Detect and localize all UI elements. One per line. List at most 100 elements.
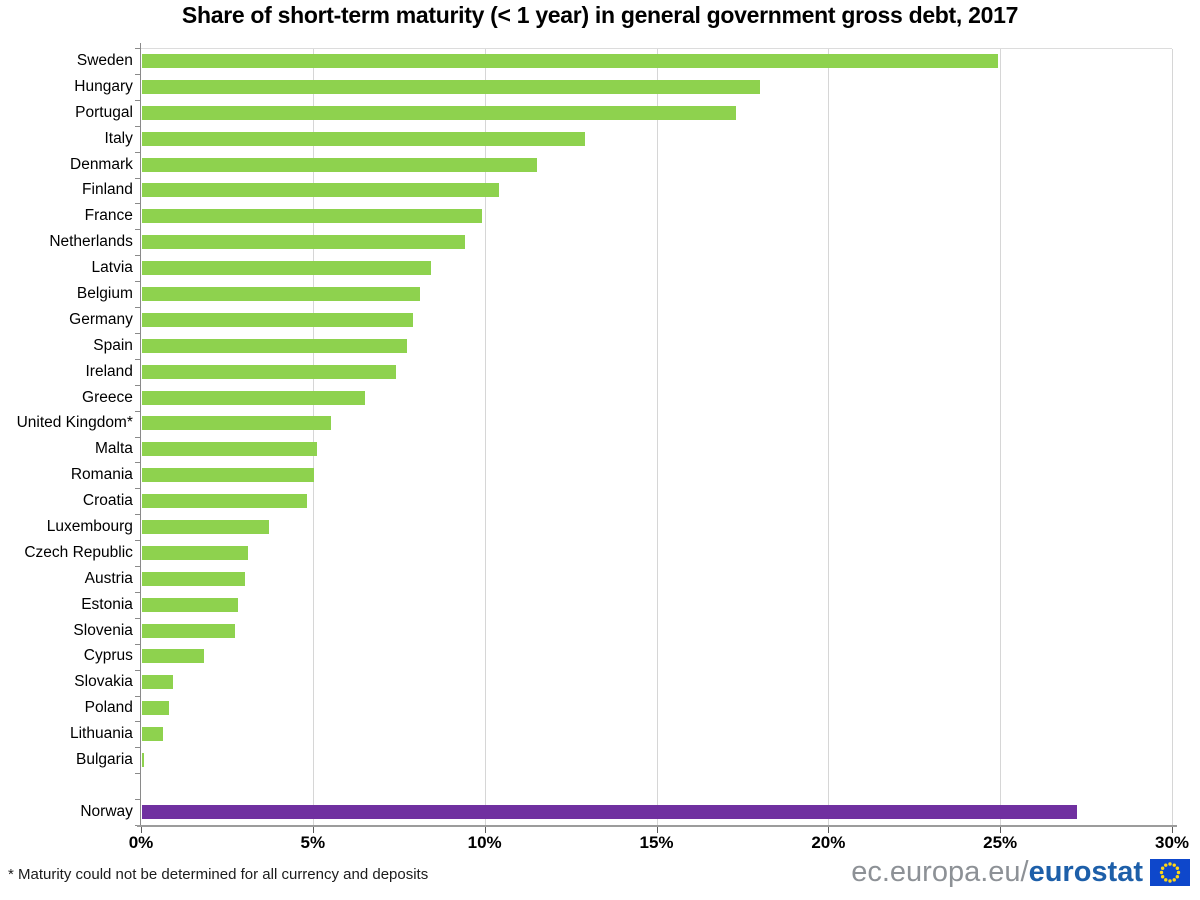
bar-rows: Sweden Hungary Portugal Italy Denmark Finland…	[0, 48, 1172, 825]
bar-track	[141, 488, 1172, 514]
eu-flag-star	[1172, 863, 1176, 867]
category-label: Hungary	[74, 77, 133, 95]
bar-romania	[141, 468, 314, 483]
category-label: France	[84, 207, 133, 225]
bar-greece	[141, 390, 366, 405]
bar-track	[141, 436, 1172, 462]
bar-track	[141, 74, 1172, 100]
category-label: Latvia	[91, 259, 133, 277]
eu-flag-star	[1164, 878, 1168, 882]
y-axis-tick	[135, 125, 140, 127]
x-axis-tick-label: 5%	[300, 833, 326, 852]
category-label: Italy	[104, 129, 133, 147]
category-label: Netherlands	[49, 233, 133, 251]
x-axis-tick-label: 25%	[983, 833, 1018, 852]
x-axis-tick	[656, 827, 658, 833]
eu-flag-star	[1172, 878, 1176, 882]
category-label: Ireland	[85, 362, 133, 380]
chart-row: Norway	[0, 799, 1172, 825]
eu-flag-star	[1160, 866, 1165, 870]
bar-track	[141, 307, 1172, 333]
category-label: Greece	[82, 388, 133, 406]
bar-slovakia	[141, 675, 173, 690]
bar-lithuania	[141, 727, 163, 742]
chart-row: Romania	[0, 462, 1172, 488]
chart-row: Slovakia	[0, 669, 1172, 695]
category-label: Poland	[84, 699, 133, 717]
eu-flag-star	[1176, 870, 1181, 875]
y-axis-tick	[135, 799, 140, 801]
chart-row: Estonia	[0, 592, 1172, 618]
bar-united-kingdom	[141, 416, 331, 431]
category-label: Portugal	[75, 103, 133, 121]
bar-estonia	[141, 597, 239, 612]
bar-track	[141, 48, 1172, 74]
eu-flag-star	[1168, 879, 1172, 883]
chart-title: Share of short-term maturity (< 1 year) …	[181, 2, 1019, 28]
bar-austria	[141, 571, 245, 586]
chart-row: Netherlands	[0, 229, 1172, 255]
bar-ireland	[141, 364, 397, 379]
y-axis-tick	[135, 203, 140, 205]
chart-row: Lithuania	[0, 721, 1172, 747]
bar-czech-republic	[141, 545, 249, 560]
x-axis-tick	[828, 827, 830, 833]
y-axis-tick	[135, 591, 140, 593]
bar-germany	[141, 312, 414, 327]
chart-row: Greece	[0, 385, 1172, 411]
category-label: Belgium	[76, 284, 133, 302]
bar-track	[141, 592, 1172, 618]
category-label: Romania	[70, 466, 133, 484]
y-axis-tick	[135, 99, 140, 101]
y-axis-tick	[135, 177, 140, 179]
y-axis-tick	[135, 384, 140, 386]
chart-row: Latvia	[0, 255, 1172, 281]
y-axis-tick	[135, 540, 140, 542]
y-axis-tick	[135, 229, 140, 231]
bar-luxembourg	[141, 519, 270, 534]
x-axis-line	[137, 825, 1177, 827]
bar-track	[141, 255, 1172, 281]
bar-track	[141, 514, 1172, 540]
x-axis-tick-label: 20%	[811, 833, 846, 852]
bar-poland	[141, 701, 170, 716]
bar-track	[141, 359, 1172, 385]
x-axis-tick	[141, 827, 142, 833]
category-label: Germany	[69, 310, 133, 328]
eu-flag-star	[1175, 866, 1180, 870]
category-label: Austria	[84, 569, 133, 587]
y-axis-line	[140, 43, 141, 826]
bar-belgium	[141, 286, 421, 301]
y-axis-tick	[135, 151, 140, 153]
y-axis-tick	[135, 566, 140, 567]
y-axis-tick	[135, 617, 140, 619]
chart-row: Portugal	[0, 100, 1172, 126]
category-label: Cyprus	[83, 647, 133, 665]
chart-row: Czech Republic	[0, 540, 1172, 566]
chart-row: Croatia	[0, 488, 1172, 514]
category-label: Malta	[94, 440, 133, 458]
bar-track	[141, 799, 1172, 825]
bar-spain	[141, 338, 407, 353]
chart-row: United Kingdom*	[0, 410, 1172, 436]
bar-slovenia	[141, 623, 235, 638]
bar-track	[141, 177, 1172, 203]
x-axis-tick	[1172, 827, 1173, 833]
bar-track	[141, 566, 1172, 592]
y-axis-tick	[135, 747, 140, 749]
brand-url-bold: eurostat	[1028, 856, 1143, 888]
bar-track	[141, 100, 1172, 126]
gridline	[656, 49, 658, 826]
eu-flag-star	[1159, 870, 1164, 875]
chart-row: France	[0, 203, 1172, 229]
category-label: Estonia	[81, 595, 133, 613]
bar-cyprus	[141, 649, 204, 664]
bar-bulgaria	[141, 752, 144, 767]
bar-italy	[141, 131, 586, 146]
bar-norway	[141, 804, 1077, 819]
eu-flag-star	[1164, 863, 1168, 867]
gridline	[828, 49, 830, 826]
bar-track	[141, 229, 1172, 255]
chart-row: Sweden	[0, 48, 1172, 74]
gridline	[1000, 49, 1002, 826]
